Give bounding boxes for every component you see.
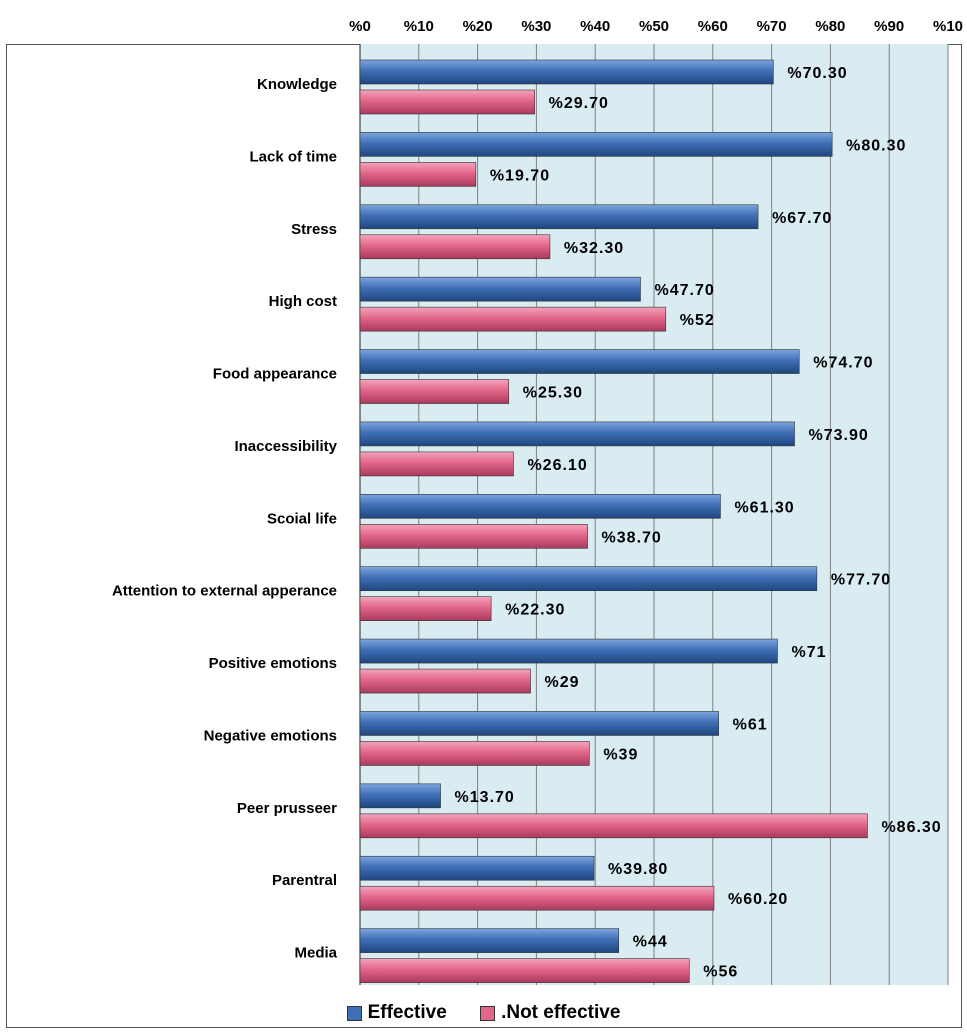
bar-not-effective — [359, 596, 492, 621]
data-label-not-effective: %22.30 — [505, 602, 565, 619]
bar-not-effective — [359, 451, 514, 477]
legend-label-effective: Effective — [367, 1002, 447, 1023]
x-tick-label: %80 — [815, 18, 845, 35]
data-label-not-effective: %19.70 — [490, 167, 550, 184]
bar-effective — [359, 59, 774, 85]
bar-not-effective — [359, 379, 510, 404]
legend-label-not-effective: .Not effective — [501, 1002, 621, 1023]
bar-not-effective — [359, 668, 531, 694]
data-label-effective: %44 — [633, 934, 668, 951]
bar-effective — [359, 783, 441, 809]
x-tick-label: %0 — [349, 18, 371, 35]
x-tick-label: %30 — [521, 18, 551, 35]
data-label-effective: %47.70 — [654, 282, 714, 299]
x-tick-label: %40 — [580, 18, 610, 35]
legend-swatch-not-effective — [480, 1005, 496, 1021]
category-label: Media — [294, 945, 337, 962]
data-label-effective: %77.70 — [831, 572, 891, 589]
category-label: Peer prusseer — [237, 800, 337, 817]
category-label: Lack of time — [249, 148, 337, 165]
data-label-effective: %71 — [791, 644, 826, 661]
bar-effective — [359, 204, 759, 230]
bar-effective — [359, 349, 800, 374]
legend-item-effective: Effective — [346, 1002, 447, 1024]
legend: Effective .Not effective — [0, 1002, 967, 1027]
data-label-not-effective: %29.70 — [549, 95, 609, 112]
data-label-effective: %80.30 — [846, 137, 906, 154]
category-label: Stress — [291, 221, 337, 238]
category-label: Inaccessibility — [234, 438, 337, 455]
category-label: Knowledge — [257, 76, 337, 93]
bar-not-effective — [359, 234, 551, 260]
data-label-not-effective: %38.70 — [602, 529, 662, 546]
bar-not-effective — [359, 162, 477, 187]
bar-not-effective — [359, 89, 535, 115]
category-label: High cost — [269, 293, 337, 310]
bar-effective — [359, 638, 778, 664]
bar-effective — [359, 494, 721, 519]
bar-effective — [359, 855, 595, 881]
bar-not-effective — [359, 524, 588, 549]
data-label-not-effective: %29 — [545, 674, 580, 691]
bar-not-effective — [359, 306, 667, 332]
bar-effective — [359, 276, 641, 302]
bar-effective — [359, 928, 620, 953]
data-label-not-effective: %25.30 — [523, 385, 583, 402]
data-label-effective: %74.70 — [813, 355, 873, 372]
x-tick-label: %20 — [463, 18, 493, 35]
category-label: Negative emotions — [204, 727, 337, 744]
data-label-not-effective: %32.30 — [564, 240, 624, 257]
x-tick-label: %70 — [757, 18, 787, 35]
x-tick-label: %10 — [404, 18, 434, 35]
bar-not-effective — [359, 741, 590, 766]
legend-swatch-effective — [346, 1005, 362, 1021]
data-label-effective: %70.30 — [787, 65, 847, 82]
bar-effective — [359, 421, 795, 447]
data-label-not-effective: %60.20 — [728, 891, 788, 908]
x-tick-label: %90 — [874, 18, 904, 35]
data-label-not-effective: %86.30 — [881, 819, 941, 836]
bar-effective — [359, 711, 719, 736]
category-label: Parentral — [272, 872, 337, 889]
data-label-not-effective: %26.10 — [527, 457, 587, 474]
category-label: Food appearance — [213, 366, 337, 383]
data-label-effective: %61 — [733, 716, 768, 733]
bar-not-effective — [359, 813, 868, 839]
bar-effective — [359, 132, 833, 157]
x-tick-label: %10 — [933, 18, 963, 35]
x-tick-label: %60 — [698, 18, 728, 35]
bar-not-effective — [359, 958, 690, 983]
category-label: Positive emotions — [209, 655, 337, 672]
bar-not-effective — [359, 885, 715, 911]
bar-effective — [359, 566, 818, 591]
data-label-effective: %61.30 — [734, 499, 794, 516]
data-label-effective: %13.70 — [455, 789, 515, 806]
data-label-not-effective: %52 — [680, 312, 715, 329]
category-label: Attention to external apperance — [112, 583, 337, 600]
data-label-effective: %67.70 — [772, 210, 832, 227]
data-label-not-effective: %56 — [703, 964, 738, 981]
category-label: Scoial life — [267, 510, 337, 527]
data-label-not-effective: %39 — [603, 746, 638, 763]
legend-item-not-effective: .Not effective — [480, 1002, 620, 1024]
data-label-effective: %73.90 — [809, 427, 869, 444]
x-tick-label: %50 — [639, 18, 669, 35]
data-label-effective: %39.80 — [608, 861, 668, 878]
